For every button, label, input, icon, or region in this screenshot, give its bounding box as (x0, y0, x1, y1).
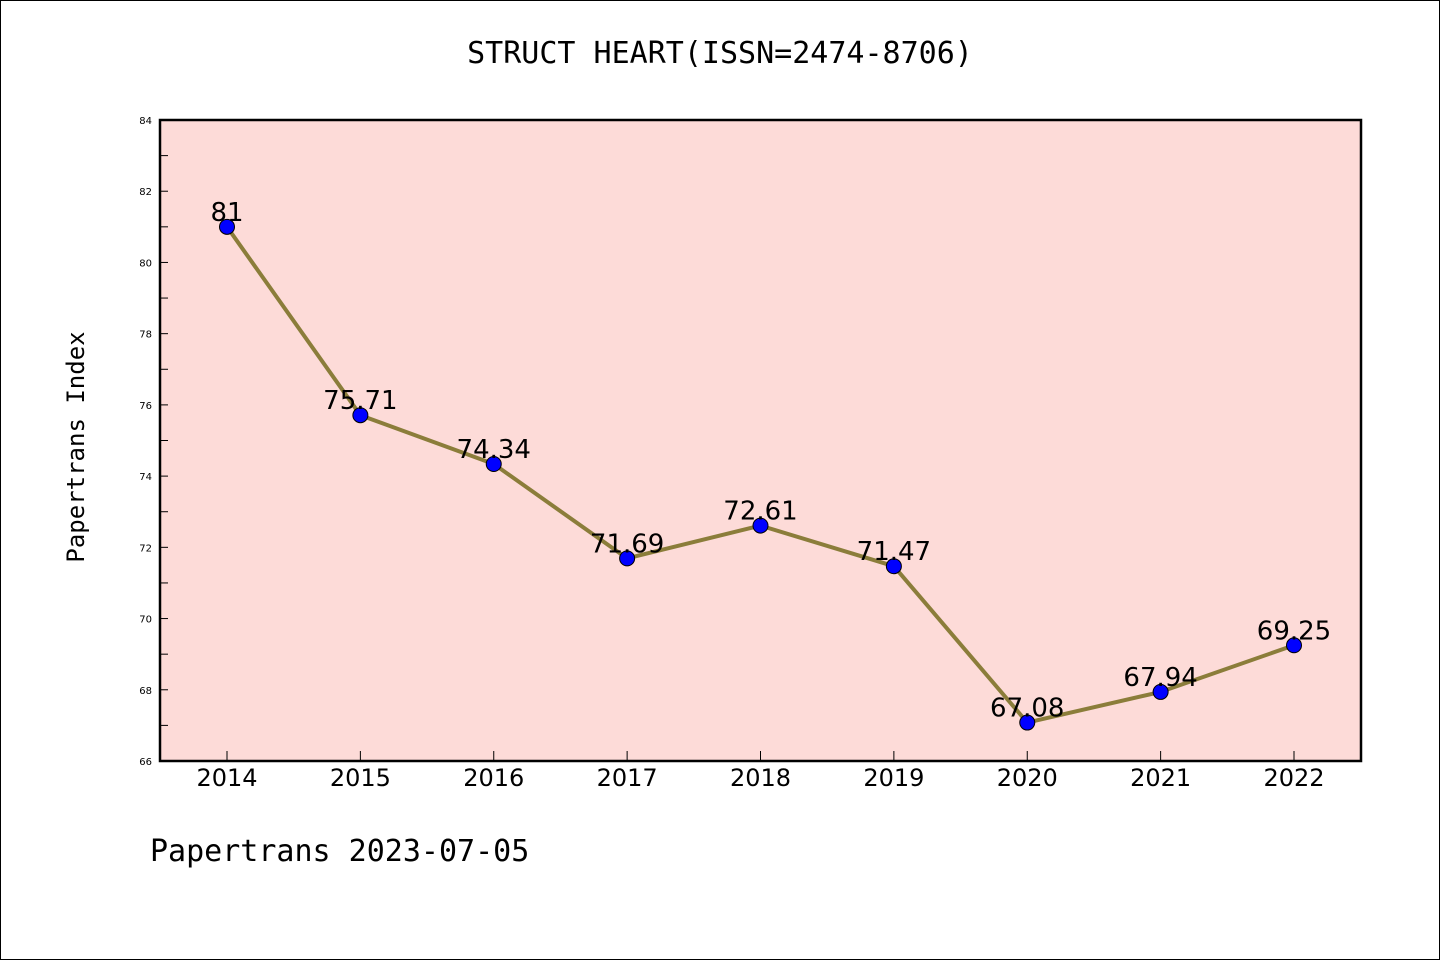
data-point (219, 218, 235, 235)
x-tick-label: 2017 (597, 764, 658, 792)
data-point (752, 517, 769, 534)
y-axis: 66 68 70 72 74 76 78 80 82 84 (139, 116, 168, 768)
data-label: 67.94 (1123, 663, 1197, 693)
y-tick-label: 76 (139, 401, 152, 412)
x-tick-label: 2019 (863, 764, 924, 792)
footer-watermark: Papertrans 2023-07-05 (150, 834, 530, 869)
y-tick-label: 74 (139, 472, 152, 483)
data-label: 72.61 (723, 497, 797, 527)
data-label: 71.47 (857, 537, 931, 567)
y-tick-label: 80 (139, 258, 152, 269)
data-point (485, 456, 502, 473)
data-labels: 81 75.71 74.34 71.69 72.61 71.47 67.08 67.94 69.… (210, 198, 1331, 724)
x-tick-label: 2018 (730, 764, 791, 792)
data-label: 74.34 (457, 435, 531, 465)
y-tick-label: 72 (139, 543, 152, 554)
data-points (219, 218, 1302, 731)
data-point (619, 550, 636, 567)
data-point (1286, 637, 1302, 654)
data-label: 69.25 (1257, 616, 1331, 646)
data-point (1152, 683, 1169, 700)
x-tick-label: 2015 (330, 764, 391, 792)
y-tick-label: 84 (139, 116, 152, 127)
chart-title: STRUCT HEART(ISSN=2474-8706) (467, 36, 973, 71)
x-axis: 2014 2015 2016 2017 2018 2019 2020 2021 2022 (196, 751, 1325, 792)
plot-area (158, 118, 1363, 763)
data-point (885, 558, 902, 575)
data-point (352, 407, 369, 424)
y-tick-label: 82 (139, 187, 152, 198)
y-tick-label: 68 (139, 686, 152, 697)
data-label: 71.69 (590, 529, 664, 559)
x-tick-label: 2016 (463, 764, 524, 792)
y-tick-label: 70 (139, 615, 152, 626)
x-tick-label: 2020 (997, 764, 1058, 792)
x-tick-label: 2021 (1130, 764, 1191, 792)
data-point (1019, 714, 1036, 731)
y-tick-label: 66 (139, 757, 152, 768)
x-tick-label: 2022 (1263, 764, 1324, 792)
x-tick-label: 2014 (196, 764, 257, 792)
data-label: 75.71 (323, 386, 397, 416)
data-label: 81 (210, 198, 243, 228)
data-label: 67.08 (990, 694, 1064, 724)
y-tick-label: 78 (139, 330, 152, 341)
